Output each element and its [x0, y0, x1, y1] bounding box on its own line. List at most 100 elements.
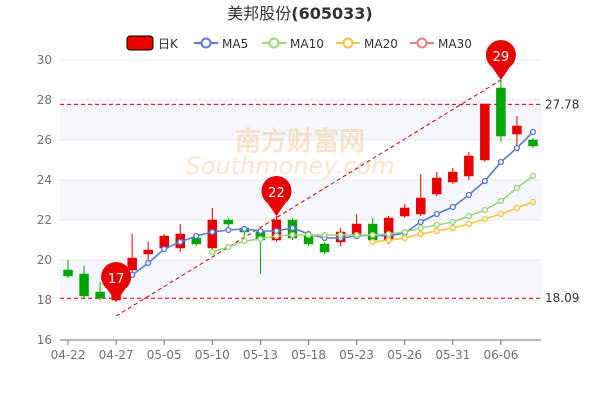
- x-tick-label: 05-23: [339, 348, 374, 362]
- legend-label-kline: 日K: [158, 37, 179, 51]
- legend-item-ma10[interactable]: MA10: [262, 37, 324, 51]
- chart-legend: 日K MA5 MA10 MA20 MA30: [126, 35, 472, 51]
- ma5-point: [193, 232, 200, 240]
- watermark-en: Southmoney.com: [185, 152, 394, 180]
- ma5-point: [417, 218, 424, 226]
- ma10-point: [305, 231, 312, 239]
- ma5-point: [465, 191, 472, 199]
- ma20-point: [529, 198, 537, 206]
- ma10-point: [337, 231, 344, 239]
- y-tick-label: 30: [37, 53, 52, 67]
- ma5-point: [257, 227, 264, 235]
- x-axis: 04-22 04-27 05-05 05-10 05-13 05-18 05-23 05-26…: [51, 339, 541, 362]
- grid-band: [60, 60, 541, 100]
- ma20-point: [481, 215, 488, 223]
- chart-title-code: (605033): [291, 4, 372, 23]
- price-pin-label: 22: [268, 186, 285, 201]
- ma20-point: [401, 234, 408, 242]
- ma10-point: [225, 243, 232, 251]
- candle-body: [399, 207, 410, 217]
- candle-body: [464, 155, 474, 177]
- candle-body: [496, 87, 506, 137]
- ma10-point: [273, 232, 280, 240]
- candle: [223, 218, 234, 228]
- ma5-point: [177, 238, 184, 246]
- candle-body: [143, 249, 153, 255]
- x-tick-label: 05-10: [195, 348, 230, 362]
- ma10-point: [417, 224, 424, 232]
- x-tick-label: 04-27: [99, 348, 134, 362]
- x-tick-label: 05-26: [387, 348, 422, 362]
- chart-title: 美邦股份(605033): [227, 4, 372, 23]
- moving-average-lines: [129, 128, 537, 279]
- ma5-point: [241, 225, 248, 233]
- candle: [480, 103, 490, 162]
- grid-band: [60, 260, 541, 300]
- x-tick-label: 06-06: [483, 348, 518, 362]
- ma10-point: [257, 235, 264, 243]
- ma10-point: [497, 197, 505, 205]
- ma5-point: [145, 259, 152, 267]
- ma5-point: [161, 245, 168, 253]
- ma10-point: [529, 172, 537, 180]
- ma5-point: [433, 210, 440, 218]
- price-pin-marker: [485, 40, 516, 80]
- legend-item-ma5[interactable]: MA5: [194, 37, 248, 51]
- candle: [464, 152, 474, 180]
- y-tick-label: 24: [37, 173, 52, 187]
- ma10-point: [433, 221, 440, 229]
- ma20-point: [433, 227, 440, 235]
- legend-item-ma30[interactable]: MA30: [410, 37, 472, 51]
- grid-band: [60, 180, 541, 220]
- x-tick-label: 05-13: [243, 348, 278, 362]
- candle-body: [223, 219, 234, 225]
- candle-body: [95, 291, 105, 299]
- price-pin: 22: [261, 176, 292, 216]
- candle-body: [63, 269, 73, 277]
- ma10-point: [209, 248, 216, 256]
- candle-body: [79, 273, 89, 297]
- y-tick-label: 16: [37, 333, 52, 347]
- y-tick-label: 26: [37, 133, 52, 147]
- ma10-point: [513, 184, 521, 192]
- grid-band: [60, 300, 541, 340]
- price-pin-label: 29: [493, 50, 510, 65]
- ma20-point: [385, 236, 392, 244]
- ma20-point: [417, 230, 424, 238]
- ma10-point: [449, 218, 456, 226]
- legend-label-ma10: MA10: [290, 37, 324, 51]
- ma10-point: [465, 212, 472, 220]
- price-pin: 17: [101, 262, 132, 302]
- candle: [512, 116, 522, 148]
- legend-label-ma20: MA20: [364, 37, 398, 51]
- price-pin-marker: [101, 262, 132, 302]
- reference-line-label: 27.78: [545, 97, 579, 111]
- ma5-point: [289, 224, 296, 232]
- legend-item-ma20[interactable]: MA20: [336, 37, 398, 51]
- ma20-point: [449, 224, 456, 232]
- ma5-point: [481, 177, 488, 185]
- y-tick-label: 20: [37, 253, 52, 267]
- legend-label-ma5: MA5: [222, 37, 248, 51]
- trend-line: [115, 79, 502, 317]
- ma10-point: [401, 228, 408, 236]
- legend-item-kline[interactable]: 日K: [126, 35, 179, 51]
- x-tick-label: 05-05: [147, 348, 182, 362]
- candle-body: [432, 177, 442, 195]
- ma10-point: [481, 206, 488, 214]
- y-tick-label: 18: [37, 293, 52, 307]
- price-pin: 29: [485, 40, 516, 80]
- legend-ma5-marker: [200, 37, 212, 49]
- watermark: 南方财富网 Southmoney.com: [185, 126, 394, 180]
- ma20-point: [369, 238, 376, 246]
- ma5-point: [449, 203, 456, 211]
- watermark-cn: 南方财富网: [235, 126, 365, 157]
- candle: [416, 174, 426, 216]
- y-tick-label: 28: [37, 93, 52, 107]
- reference-line-label: 18.09: [545, 291, 579, 305]
- candle: [448, 168, 458, 184]
- candle-body: [127, 257, 137, 271]
- x-tick-label: 05-18: [291, 348, 326, 362]
- ma10-point: [385, 230, 392, 238]
